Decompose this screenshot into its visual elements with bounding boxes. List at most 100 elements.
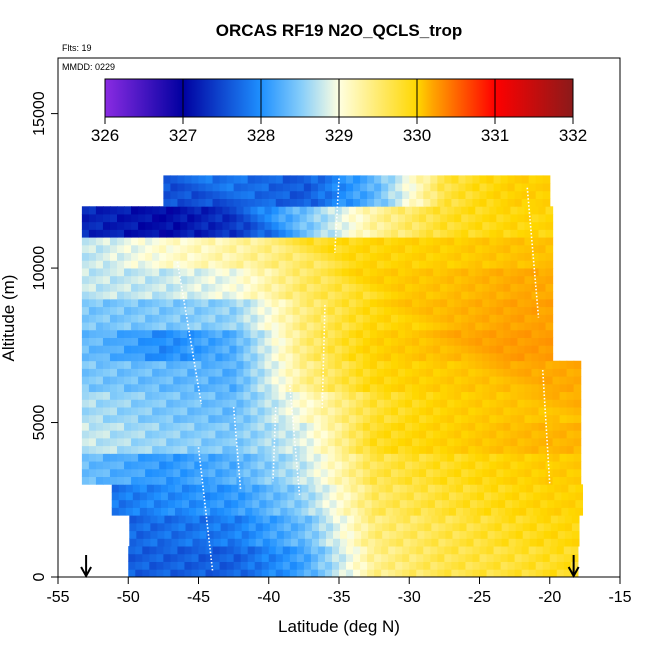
heatmap-cell bbox=[138, 414, 146, 423]
heatmap-cell bbox=[250, 237, 259, 246]
heatmap-cell bbox=[208, 353, 216, 362]
heatmap-cell bbox=[468, 275, 476, 284]
heatmap-cell bbox=[283, 538, 292, 547]
heatmap-cell bbox=[102, 445, 111, 454]
heatmap-cell bbox=[334, 291, 343, 300]
heatmap-cell bbox=[327, 437, 336, 447]
heatmap-cell bbox=[171, 522, 180, 532]
heatmap-cell bbox=[271, 244, 280, 254]
heatmap-cell bbox=[199, 538, 208, 547]
heatmap-cell bbox=[440, 391, 448, 400]
heatmap-cell bbox=[538, 252, 547, 261]
heatmap-cell bbox=[448, 492, 457, 501]
heatmap-cell bbox=[285, 221, 294, 230]
heatmap-cell bbox=[508, 522, 517, 532]
heatmap-cell bbox=[138, 360, 146, 369]
heatmap-cell bbox=[354, 522, 362, 532]
heatmap-cell bbox=[461, 422, 469, 431]
heatmap-cell bbox=[310, 198, 319, 207]
x-tick-label: -45 bbox=[187, 589, 210, 606]
heatmap-cell bbox=[117, 468, 125, 477]
x-tick-label: -35 bbox=[327, 589, 350, 606]
heatmap-cell bbox=[166, 229, 174, 238]
heatmap-cell bbox=[283, 515, 292, 524]
heatmap-cell bbox=[224, 484, 232, 493]
heatmap-cell bbox=[357, 507, 366, 516]
heatmap-cell bbox=[545, 291, 554, 300]
heatmap-cell bbox=[318, 530, 327, 539]
heatmap-cell bbox=[324, 198, 333, 207]
heatmap-cell bbox=[440, 376, 448, 385]
heatmap-cell bbox=[423, 561, 431, 570]
heatmap-cell bbox=[454, 329, 462, 338]
heatmap-cell bbox=[271, 214, 280, 223]
heatmap-cell bbox=[412, 399, 420, 408]
heatmap-cell bbox=[405, 476, 413, 485]
heatmap-cell bbox=[383, 314, 392, 323]
heatmap-cell bbox=[131, 468, 139, 477]
heatmap-cell bbox=[290, 538, 299, 547]
heatmap-cell bbox=[348, 337, 357, 346]
heatmap-cell bbox=[329, 484, 338, 493]
heatmap-cell bbox=[299, 376, 308, 385]
heatmap-cell bbox=[468, 337, 476, 346]
heatmap-cell bbox=[95, 437, 104, 447]
heatmap-cell bbox=[201, 237, 209, 246]
heatmap-cell bbox=[247, 198, 256, 207]
heatmap-cell bbox=[376, 260, 385, 269]
heatmap-cell bbox=[433, 221, 441, 230]
heatmap-cell bbox=[159, 353, 167, 362]
heatmap-cell bbox=[362, 214, 371, 223]
heatmap-cell bbox=[208, 329, 216, 338]
colorbar-tick-label: 332 bbox=[559, 126, 587, 145]
heatmap-cell bbox=[88, 468, 97, 477]
heatmap-cell bbox=[240, 198, 249, 207]
heatmap-cell bbox=[243, 391, 252, 400]
heatmap-cell bbox=[131, 360, 139, 369]
heatmap-cell bbox=[257, 306, 266, 315]
heatmap-cell bbox=[433, 422, 441, 431]
heatmap-cell bbox=[301, 484, 310, 493]
heatmap-cell bbox=[198, 190, 207, 199]
heatmap-cell bbox=[88, 298, 97, 308]
heatmap-cell bbox=[348, 345, 357, 354]
heatmap-cell bbox=[264, 476, 273, 485]
heatmap-cell bbox=[313, 345, 322, 354]
heatmap-cell bbox=[285, 445, 294, 454]
heatmap-cell bbox=[198, 569, 207, 577]
heatmap-cell bbox=[292, 461, 301, 470]
heatmap-cell bbox=[470, 484, 478, 493]
heatmap-cell bbox=[545, 383, 554, 393]
heatmap-cell bbox=[245, 499, 253, 508]
heatmap-cell bbox=[362, 445, 371, 454]
heatmap-cell bbox=[322, 507, 331, 516]
heatmap-cell bbox=[131, 445, 139, 454]
heatmap-cell bbox=[136, 538, 144, 547]
heatmap-cell bbox=[180, 391, 188, 400]
heatmap-cell bbox=[405, 461, 413, 470]
heatmap-cell bbox=[376, 476, 385, 485]
heatmap-cell bbox=[81, 422, 90, 431]
heatmap-cell bbox=[348, 422, 357, 431]
heatmap-cell bbox=[320, 291, 329, 300]
heatmap-cell bbox=[447, 260, 455, 269]
heatmap-cell bbox=[416, 183, 424, 192]
heatmap-cell bbox=[405, 399, 413, 408]
heatmap-cell bbox=[431, 530, 440, 539]
heatmap-cell bbox=[327, 252, 336, 261]
heatmap-cell bbox=[566, 407, 575, 416]
heatmap-cell bbox=[461, 437, 469, 447]
heatmap-cell bbox=[166, 329, 174, 338]
heatmap-cell bbox=[142, 546, 150, 555]
heatmap-cell bbox=[468, 430, 476, 439]
heatmap-cell bbox=[160, 507, 169, 516]
heatmap-cell bbox=[461, 353, 469, 362]
heatmap-cell bbox=[348, 214, 357, 223]
heatmap-cell bbox=[131, 453, 139, 462]
heatmap-cell bbox=[462, 499, 471, 508]
heatmap-cell bbox=[102, 298, 111, 308]
heatmap-cell bbox=[552, 476, 561, 485]
heatmap-cell bbox=[290, 515, 299, 524]
heatmap-cell bbox=[392, 507, 401, 516]
